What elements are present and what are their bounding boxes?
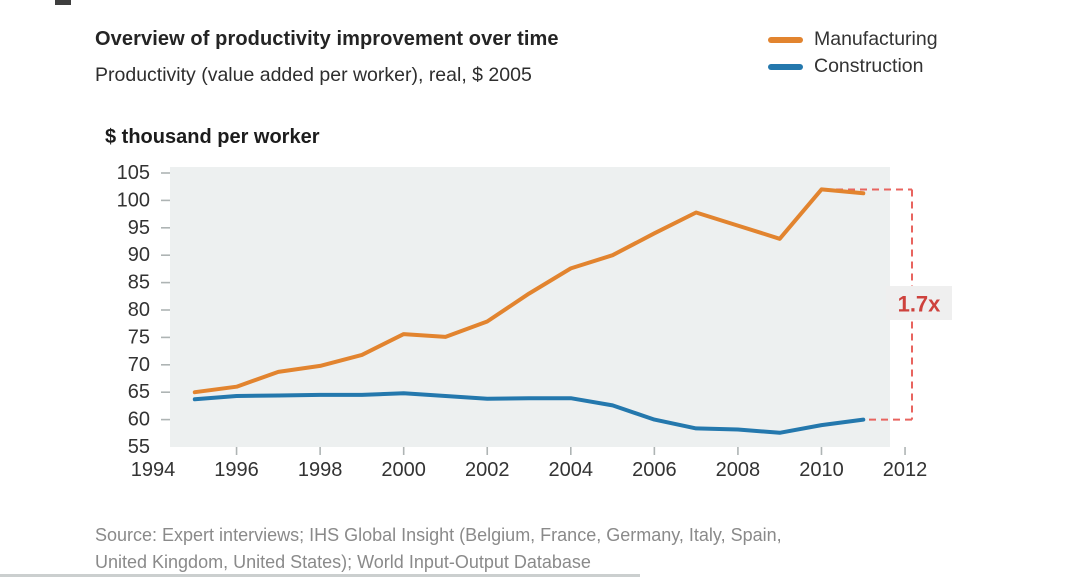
series-line-manufacturing — [192, 187, 866, 395]
page-title: Overview of productivity improvement ove… — [95, 28, 559, 50]
y-axis-tick-label: 55 — [128, 436, 150, 458]
y-axis-tick-label: 95 — [128, 217, 150, 239]
x-axis-tick-label: 2008 — [716, 459, 761, 481]
x-axis-tick-label: 1996 — [214, 459, 259, 481]
construction-line-swatch — [768, 63, 803, 70]
y-axis-tick-label: 105 — [117, 162, 150, 184]
plot-background — [170, 167, 890, 447]
x-axis-tick-label: 1994 — [131, 459, 176, 481]
x-axis-tick-label: 2000 — [381, 459, 426, 481]
y-axis-tick-label: 60 — [128, 409, 150, 431]
legend-label-construction: Construction — [814, 55, 924, 77]
ratio-label-background — [886, 286, 952, 320]
y-axis-tick-label: 70 — [128, 354, 150, 376]
y-axis-tick-label: 100 — [117, 189, 150, 211]
source-line-1: Source: Expert interviews; IHS Global In… — [95, 525, 782, 545]
y-axis-tick-label: 90 — [128, 244, 150, 266]
source-line-2: United Kingdom, United States); World In… — [95, 552, 591, 572]
cropped-content-artifact — [55, 0, 71, 5]
y-axis-tick-label: 75 — [128, 326, 150, 348]
y-axis-tick-label: 80 — [128, 299, 150, 321]
y-axis-unit-label: $ thousand per worker — [105, 126, 320, 148]
legend-item-construction: Construction — [768, 53, 938, 80]
source-note: Source: Expert interviews; IHS Global In… — [95, 522, 782, 576]
ratio-annotation-label: 1.7x — [898, 292, 942, 317]
legend-item-manufacturing: Manufacturing — [768, 26, 938, 53]
x-axis-tick-label: 2012 — [883, 459, 928, 481]
bottom-divider-line — [0, 574, 640, 577]
x-axis-tick-label: 2010 — [799, 459, 844, 481]
x-axis-tick-label: 2004 — [549, 459, 594, 481]
x-axis-tick-label: 2006 — [632, 459, 677, 481]
x-axis-tick-label: 2002 — [465, 459, 510, 481]
manufacturing-line-swatch — [768, 36, 803, 43]
legend-label-manufacturing: Manufacturing — [814, 28, 938, 50]
y-axis-tick-label: 65 — [128, 381, 150, 403]
x-axis-tick-label: 1998 — [298, 459, 343, 481]
y-axis-tick-label: 85 — [128, 272, 150, 294]
chart-legend: Manufacturing Construction — [768, 26, 938, 80]
series-line-construction — [192, 391, 866, 435]
page-subtitle: Productivity (value added per worker), r… — [95, 64, 532, 86]
